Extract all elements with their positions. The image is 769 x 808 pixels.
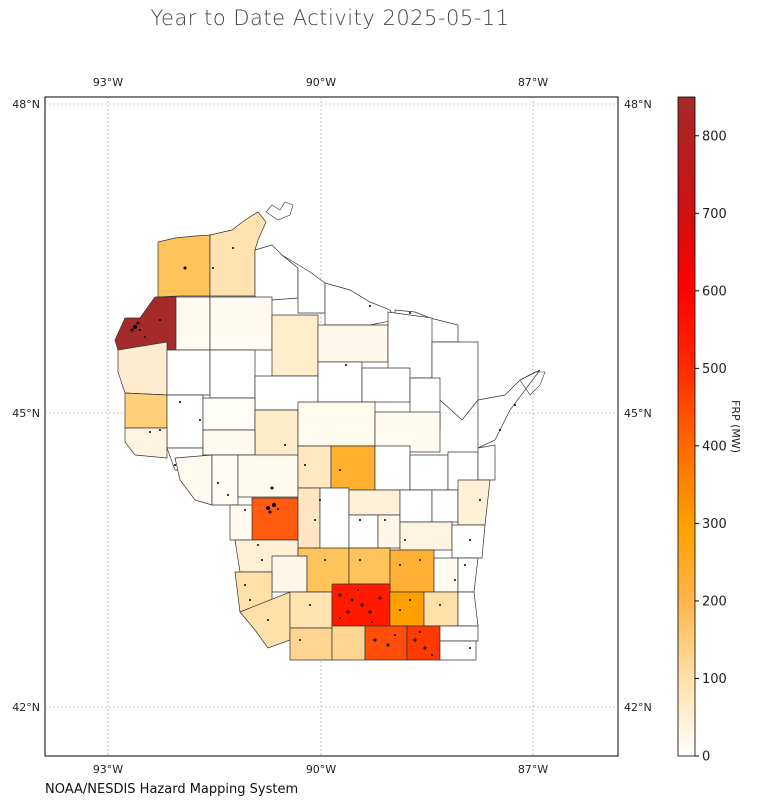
county-bayfield [209,211,267,297]
county-la-crosse [229,504,256,541]
county-layer [114,211,541,661]
lon-bottom-2: 90°W [306,763,336,776]
county-pierce [124,427,168,459]
county-grant [239,591,291,649]
county-jefferson [389,591,425,627]
county-lincoln [317,361,363,403]
county-price [271,314,319,377]
county-chippewa [202,397,256,431]
county-iowa [289,591,333,629]
county-waushara [348,489,401,516]
county-wood [297,445,332,489]
lat-left-3: 42°N [12,701,40,714]
county-green-lake [377,514,401,549]
colorbar-tick-label: 800 [702,129,727,144]
county-st-croix [124,392,168,429]
colorbar-tick-label: 200 [702,594,727,609]
county-dodge [389,549,435,593]
county-jackson [237,454,299,498]
county-kewaunee [477,444,496,481]
colorbar-tick-label: 100 [702,672,727,687]
county-marquette [348,514,379,549]
colorbar-tick-label: 0 [702,750,710,765]
county-outagamie [409,454,449,491]
lon-bottom-3: 87°W [518,763,548,776]
county-rock [364,625,408,661]
county-dunn [166,394,204,449]
county-door [477,369,541,449]
lat-right-2: 45°N [624,407,652,420]
colorbar-label: FRP (MW) [729,400,742,454]
county-calumet [431,489,459,523]
county-buffalo [174,454,213,506]
colorbar-tick-label: 700 [702,207,727,222]
county-barron [166,349,211,396]
county-adams [319,487,350,551]
county-trempealeau [211,454,239,506]
lat-right-1: 48°N [624,98,652,111]
county-manitowoc [457,479,491,526]
shoreline-details [265,201,546,396]
county-langlade [361,367,411,403]
colorbar-tick-label: 500 [702,362,727,377]
lon-top-2: 90°W [306,76,336,89]
colorbar [677,96,696,757]
fire-detections [130,247,516,656]
county-marathon [297,401,376,447]
county-walworth [406,625,441,661]
county-portage [330,445,376,491]
county-washburn [175,296,211,351]
lat-right-3: 42°N [624,701,652,714]
county-rusk [209,349,256,399]
county-waupaca [374,445,411,491]
county-washington [433,557,459,593]
county-lafayette [289,627,333,661]
lon-top-1: 93°W [93,76,123,89]
colorbar-tick-label: 600 [702,284,727,299]
lon-top-3: 87°W [518,76,548,89]
county-shawano [374,411,441,453]
chart-title: Year to Date Activity 2025-05-11 [150,6,510,30]
county-waukesha [423,591,459,627]
lat-left-2: 45°N [12,407,40,420]
county-kenosha [439,640,477,661]
colorbar-tick-label: 300 [702,517,727,532]
county-sheboygan [451,524,486,559]
county-eau-claire [202,429,256,456]
county-sawyer [209,296,273,351]
county-winnebago [399,489,433,523]
county-polk [117,341,168,396]
lon-bottom-1: 93°W [93,763,123,776]
source-credit: NOAA/NESDIS Hazard Mapping System [45,782,299,797]
county-juneau [297,487,321,549]
county-green [331,625,366,661]
county-columbia [348,547,391,585]
county-fond-du-lac [399,521,453,551]
county-oneida [317,324,389,363]
county-douglas [157,234,211,298]
colorbar-tick-label: 400 [702,439,727,454]
county-racine [439,625,479,642]
county-richland [271,555,308,593]
axis-labels: 93°W 90°W 87°W 93°W 90°W 87°W 48°N 45°N … [12,76,651,776]
lat-left-1: 48°N [12,98,40,111]
colorbar-ticks: 0 100 200 300 400 500 600 700 800 [695,129,727,765]
